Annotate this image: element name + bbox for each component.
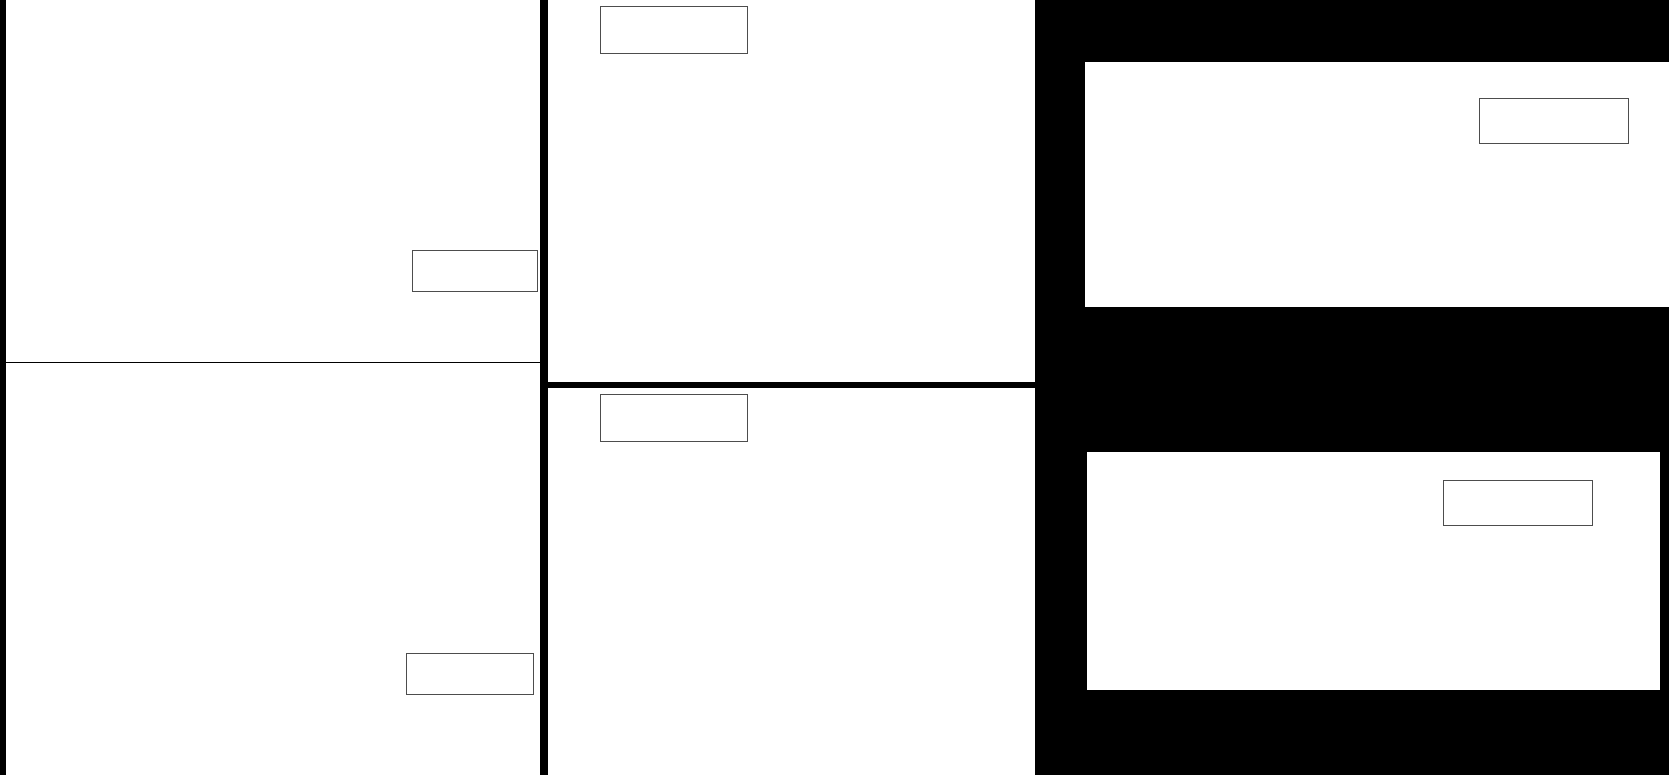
legend-item (607, 15, 741, 17)
line-marker-icon (1486, 130, 1516, 132)
dot-marker-icon (422, 664, 425, 667)
chart-power-noise-distribution (6, 393, 540, 485)
chart-rmse-1e-3 (1085, 62, 1669, 277)
legend-item (607, 43, 741, 45)
chart-d-axis-voltage-top (548, 286, 948, 363)
chart-power-measurement (6, 503, 540, 623)
chart-q-axis-voltage-bottom (548, 594, 948, 671)
legend-gmm-36 (406, 653, 534, 695)
chart-frequency-measurement (6, 132, 540, 240)
line-marker-icon (607, 15, 629, 17)
legend-item (607, 403, 741, 405)
line-marker-icon (1486, 111, 1516, 113)
chart-q-axis-voltage-zoom-bottom (948, 594, 1035, 671)
legend-item (1450, 512, 1586, 514)
line-marker-icon (607, 29, 629, 31)
chart-rotor-angle-zoom-top (948, 28, 1035, 105)
legend-rmse-top (1479, 98, 1629, 144)
figure-power-gmr-bottom (6, 363, 540, 775)
chart-d-axis-voltage-bottom (548, 682, 948, 759)
legend-rmse-bottom (1443, 480, 1593, 526)
legend-item (419, 261, 531, 264)
legend-estimators-bottom (600, 394, 748, 442)
line-marker-icon (607, 403, 629, 405)
chart-rotor-speed-zoom-bottom (948, 506, 1035, 583)
legend-item (607, 29, 741, 31)
dot-marker-icon (428, 261, 431, 264)
legend-item (1450, 493, 1586, 495)
chart-d-axis-voltage-zoom-top (948, 286, 1035, 363)
legend-item (413, 664, 527, 667)
figure-states-top (548, 0, 1035, 382)
chart-rotor-speed-top (548, 110, 948, 187)
legend-item (1486, 130, 1622, 132)
legend-item (419, 278, 531, 281)
chart-rotor-angle-zoom-bottom (948, 426, 1035, 503)
figure-rmse-top (1085, 62, 1669, 307)
figure-rmse-bottom (1087, 452, 1660, 690)
legend-item (1486, 111, 1622, 113)
legend-gmm-13 (412, 250, 538, 292)
figure-states-bottom (548, 388, 1035, 775)
legend-estimators-top (600, 6, 748, 54)
line-marker-icon (1450, 512, 1480, 514)
chart-rotor-speed-zoom-top (948, 110, 1035, 187)
line-marker-icon (607, 431, 629, 433)
chart-rotor-speed-bottom (548, 506, 948, 583)
legend-item (607, 417, 741, 419)
chart-d-axis-voltage-zoom-bottom (948, 682, 1035, 759)
line-marker-icon (1450, 493, 1480, 495)
figure-frequency-gmr-top (6, 0, 540, 362)
legend-item (607, 431, 741, 433)
line-marker-icon (607, 417, 629, 419)
chart-frequency-noise-distribution (6, 18, 540, 128)
chart-q-axis-voltage-top (548, 198, 948, 275)
line-marker-icon (607, 43, 629, 45)
legend-item (413, 681, 527, 684)
dot-marker-icon (428, 278, 431, 281)
chart-q-axis-voltage-zoom-top (948, 198, 1035, 275)
dot-marker-icon (422, 681, 425, 684)
